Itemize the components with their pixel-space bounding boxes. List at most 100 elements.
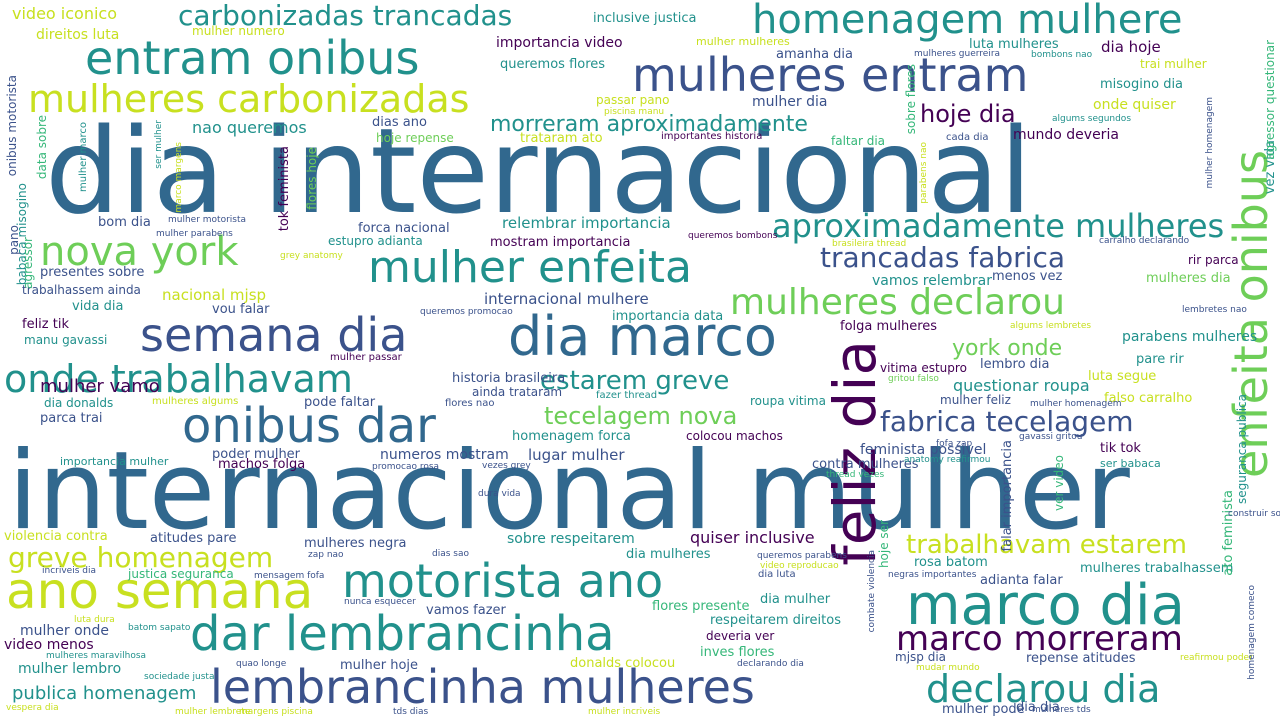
cloud-word: onde trabalhavam [4,357,353,401]
cloud-word: vida dia [72,299,124,314]
cloud-word: mudar mundo [916,663,980,673]
cloud-word: publica homenagem [12,683,197,704]
cloud-word: dia mulher [760,592,831,607]
cloud-word: importancia data [612,309,724,324]
cloud-word: algums lembretes [1010,321,1092,331]
cloud-word: lembrancinha mulheres [210,660,755,714]
cloud-word: video reproducao [760,561,839,571]
cloud-word: data sobre [35,115,49,180]
cloud-word: mulher lembro [18,661,122,677]
cloud-word: dura vida [478,489,521,499]
cloud-word: onibus motorista [5,75,19,177]
cloud-word: nacional mjsp [162,286,267,304]
cloud-word: rosa batom [914,555,988,570]
cloud-word: flores hoje [305,147,319,210]
cloud-word: luta segue [1088,369,1157,384]
cloud-word: mulheres maravilhosa [46,651,147,661]
cloud-word: nao queremos [192,118,307,137]
cloud-word: carralho declarando [1099,236,1190,246]
cloud-word: dia mulheres [626,547,711,562]
cloud-word: mulher passar [330,352,402,363]
cloud-word: importancia video [496,35,623,51]
cloud-word: estupro adianta [328,234,423,248]
cloud-word: lembretes nao [1182,305,1247,315]
cloud-word: amanha dia [776,47,854,62]
cloud-word: forca nacional [358,221,450,236]
cloud-word: hoje dia [920,100,1016,128]
cloud-word: mulheres algums [152,396,239,407]
cloud-word: dia luta [758,569,796,580]
cloud-word: declarou dia [926,667,1161,711]
cloud-word: queremos bombons [688,231,778,241]
cloud-word: deveria ver [706,629,775,643]
cloud-word: presentes sobre [40,265,145,280]
cloud-word: pare rir [1136,352,1184,367]
cloud-word: inves flores [700,645,775,660]
cloud-word: violencia contra [4,529,108,544]
cloud-word: batom sapato [128,623,191,633]
cloud-word: onde quiser [1093,97,1176,113]
cloud-word: vespera dia [6,703,59,713]
cloud-word: mulher homenagem [1205,97,1215,189]
cloud-word: sociedade justa [144,672,215,682]
cloud-word: mulher dia [752,94,828,110]
cloud-word: onibus dar [182,398,436,454]
cloud-word: dia marco [508,305,777,368]
cloud-word: menos vez [992,269,1063,284]
cloud-word: feliz tik [22,317,69,332]
cloud-word: pano [7,225,21,255]
cloud-word: luta dura [74,615,115,625]
cloud-word: brasileira thread [832,239,907,249]
cloud-word: inclusive justica [593,11,697,26]
cloud-word: importantes historia [661,131,763,142]
cloud-word: vitima estupro [880,361,967,375]
cloud-word: trai mulher [1140,57,1207,71]
cloud-word: sobre respeitarem [507,531,635,547]
cloud-word: contra mulheres [812,457,919,472]
cloud-word: justica seguranca [128,567,234,581]
cloud-word: mulher mulheres [696,35,790,48]
cloud-word: mulheres guerreira [914,49,1001,59]
cloud-word: mulher enfeita [368,242,692,293]
cloud-word: zap nao [308,550,344,560]
cloud-word: trabalhavam estarem [906,530,1187,560]
cloud-word: mundo deveria [1013,127,1119,143]
cloud-word: machos folga [218,457,306,472]
cloud-word: queremos flores [500,57,606,72]
cloud-word: grey anatomy [280,251,343,261]
cloud-word: nova york [40,229,239,275]
cloud-word: agressor questionar [1263,40,1277,160]
cloud-word: cada dia [946,132,989,143]
cloud-word: marco margens [174,142,184,213]
cloud-word: dia donalds [44,396,114,410]
cloud-word: thread vezes [826,470,885,480]
cloud-word: flores nao [445,398,495,409]
cloud-word: construir sociedade [1228,509,1280,519]
cloud-word: vou falar [212,302,270,317]
cloud-word: carbonizadas trancadas [178,0,513,32]
cloud-word: homenagem mulhere [752,0,1183,43]
cloud-word: anatomy reafirmou [904,455,991,465]
cloud-word: numeros mostram [380,447,509,463]
cloud-word: negras importantes [888,570,977,580]
cloud-word: relembrar importancia [502,214,671,232]
cloud-word: respeitarem direitos [710,613,841,628]
cloud-word: hoje ser [877,520,891,569]
cloud-word: lembro dia [980,357,1050,372]
cloud-word: passar pano [596,93,670,107]
cloud-word: pode faltar [304,395,376,410]
cloud-word: mulher pode [942,702,1025,717]
cloud-word: questionar roupa [953,376,1090,395]
cloud-word: tds dias [393,707,429,717]
cloud-word: promocao rosa [372,462,440,472]
cloud-word: luta mulheres [969,37,1059,52]
cloud-word: bombons nao [1031,50,1093,60]
cloud-word: motorista ano [342,554,664,608]
cloud-word: homenagem comeco [1247,585,1257,680]
cloud-word: parabens mulheres [1122,329,1258,345]
cloud-word: mulher marco [78,122,89,193]
cloud-word: mulher hoje [340,658,419,673]
cloud-word: mensagem fofa [254,571,325,581]
cloud-word: dia hoje [1101,38,1161,56]
cloud-word: quiser inclusive [690,528,815,547]
